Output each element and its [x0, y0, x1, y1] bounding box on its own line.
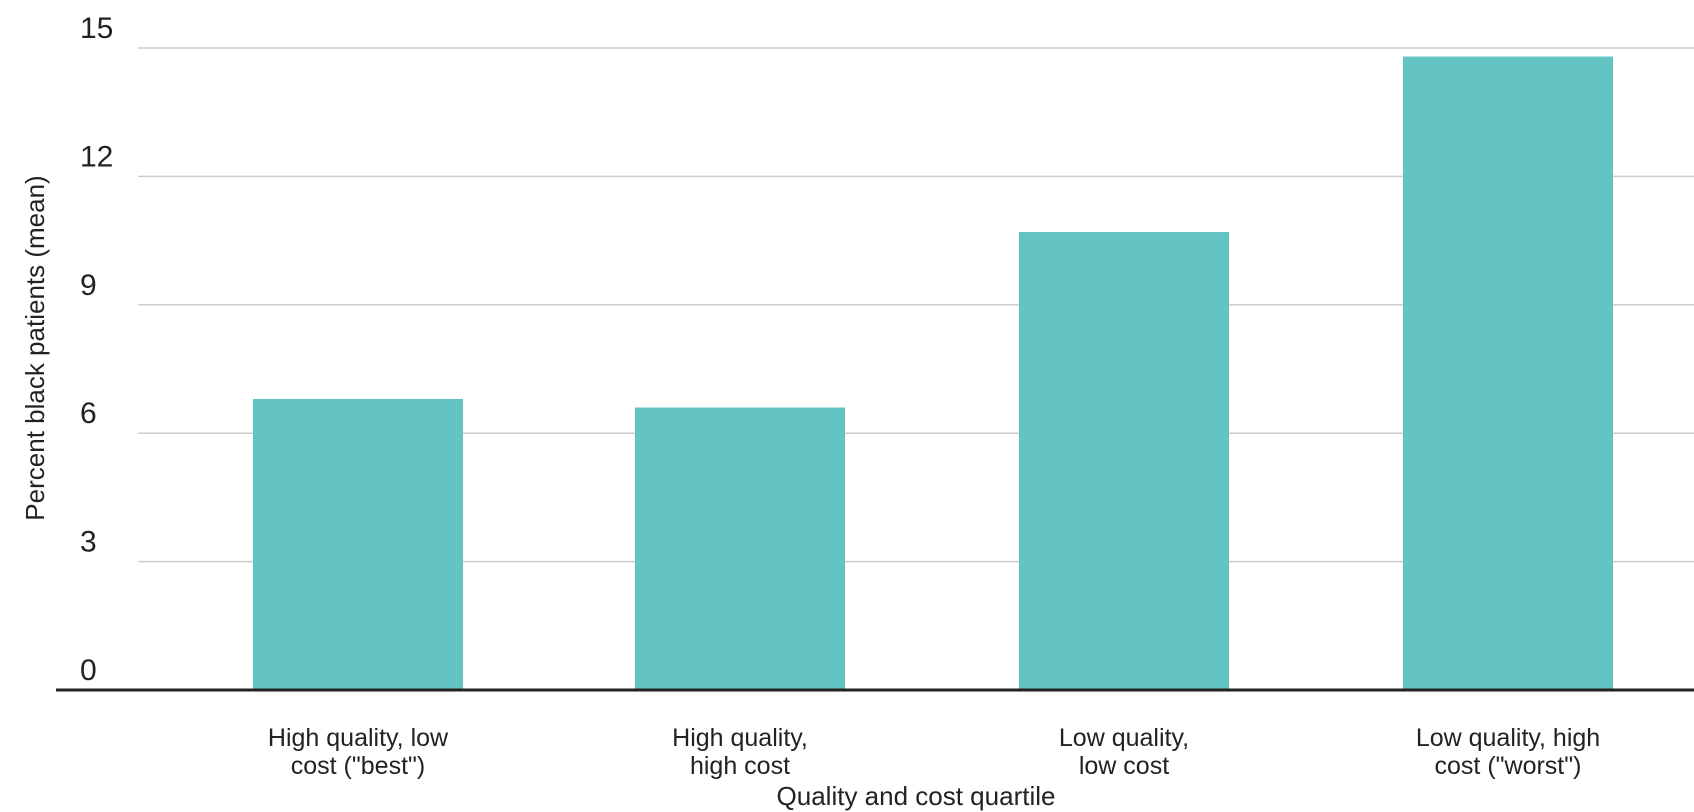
bar: [253, 398, 463, 690]
y-tick-label: 15: [80, 12, 113, 45]
y-tick-label: 3: [80, 526, 97, 559]
y-axis-ticks: 0 3 6 9 12 15: [80, 12, 113, 687]
y-tick-label: 12: [80, 140, 113, 173]
bar: [635, 407, 845, 690]
y-tick-label: 6: [80, 397, 97, 430]
bar: [1019, 232, 1229, 691]
x-category-label-line: cost ("best"): [291, 752, 425, 780]
x-category-label: Low quality,low cost: [1059, 724, 1189, 780]
x-category-label: High quality,high cost: [672, 724, 808, 780]
x-category-label-line: High quality,: [672, 724, 808, 752]
x-category-label-line: Low quality, high: [1416, 724, 1600, 752]
x-category-label-line: low cost: [1079, 752, 1169, 780]
y-tick-label: 0: [80, 654, 97, 687]
x-category-label-line: cost ("worst"): [1435, 752, 1582, 780]
y-tick-label: 9: [80, 269, 97, 302]
bars: [253, 56, 1613, 691]
x-axis-title: Quality and cost quartile: [777, 781, 1056, 811]
x-category-label-line: High quality, low: [268, 724, 449, 752]
x-category-label-line: high cost: [690, 752, 790, 780]
x-category-label-line: Low quality,: [1059, 724, 1189, 752]
bar: [1403, 56, 1613, 691]
y-axis-title: Percent black patients (mean): [20, 175, 50, 520]
